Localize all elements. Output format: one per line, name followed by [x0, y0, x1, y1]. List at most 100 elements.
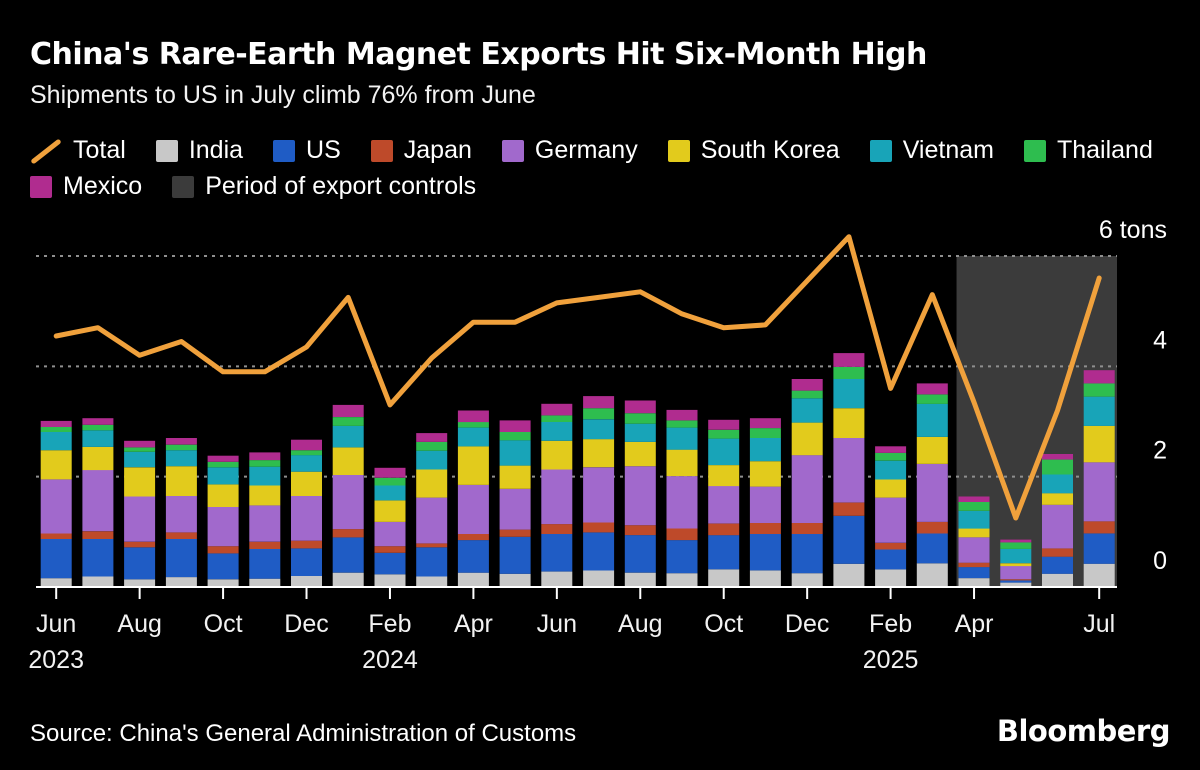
bar-segment-us — [82, 539, 114, 577]
period-of-export-controls-swatch-icon — [172, 175, 195, 198]
bar-segment-germany — [207, 507, 239, 547]
us-swatch-icon — [273, 139, 296, 162]
bar-segment-mexico — [624, 400, 656, 414]
bar-segment-us — [1042, 556, 1073, 574]
bar-segment-us — [791, 534, 823, 574]
bar-jan-2024 — [332, 404, 364, 587]
x-tick-label: Jun — [537, 610, 577, 638]
bar-segment-germany — [541, 469, 573, 525]
bar-segment-thailand — [416, 441, 448, 451]
bar-segment-japan — [1042, 548, 1073, 557]
bar-segment-thailand — [1000, 542, 1032, 549]
bar-segment-germany — [1000, 566, 1032, 580]
mexico-swatch-icon — [30, 175, 52, 198]
bar-segment-thailand — [457, 422, 489, 428]
x-tick-label: Feb — [869, 610, 912, 638]
bar-segment-india — [416, 576, 448, 587]
bar-segment-vietnam — [875, 460, 907, 480]
bar-segment-us — [124, 547, 156, 580]
bar-segment-japan — [207, 546, 239, 554]
bar-segment-vietnam — [499, 440, 531, 466]
bar-segment-us — [1083, 533, 1115, 564]
bar-segment-us — [291, 548, 322, 576]
bar-segment-thailand — [1083, 383, 1115, 397]
bar-segment-india — [1000, 582, 1032, 587]
bar-segment-us — [833, 515, 865, 564]
bar-segment-mexico — [1042, 454, 1073, 460]
bar-segment-vietnam — [958, 510, 990, 529]
bar-segment-us — [624, 535, 656, 573]
bar-segment-mexico — [124, 440, 156, 448]
bar-segment-us — [249, 548, 281, 579]
x-tick-label: Jul — [1083, 610, 1115, 638]
bar-segment-vietnam — [374, 485, 406, 501]
legend-item-vietnam: Vietnam — [869, 136, 994, 165]
bar-segment-japan — [916, 521, 948, 534]
total-line — [53, 234, 1102, 521]
bar-apr-2024 — [457, 410, 489, 587]
bar-segment-south-korea — [416, 469, 448, 498]
bar-segment-vietnam — [82, 430, 114, 447]
bar-segment-india — [1083, 563, 1115, 587]
bar-segment-vietnam — [833, 379, 865, 409]
legend-item-thailand: Thailand — [1023, 136, 1153, 165]
bar-segment-vietnam — [1042, 474, 1073, 494]
bar-segment-germany — [875, 497, 907, 543]
bar-segment-thailand — [1042, 459, 1073, 475]
x-tick-label: Jun — [36, 610, 76, 638]
bar-segment-us — [541, 534, 573, 572]
bar-segment-mexico — [291, 439, 322, 451]
bar-segment-japan — [374, 546, 406, 553]
bar-segment-thailand — [749, 428, 781, 438]
bar-segment-thailand — [249, 460, 281, 467]
bar-segment-south-korea — [207, 484, 239, 507]
bar-segment-south-korea — [291, 471, 322, 496]
bar-segment-us — [165, 539, 197, 578]
bar-segment-germany — [749, 486, 781, 523]
bar-segment-india — [291, 576, 322, 587]
bar-segment-south-korea — [499, 465, 531, 489]
bar-segment-mexico — [82, 418, 114, 425]
legend-item-germany: Germany — [501, 136, 638, 165]
bar-segment-japan — [82, 531, 114, 539]
bar-feb-2025 — [875, 446, 907, 587]
bar-nov-2023 — [249, 452, 281, 587]
bar-segment-us — [457, 540, 489, 573]
legend-label: Period of export controls — [205, 172, 477, 200]
bar-segment-vietnam — [749, 438, 781, 462]
bar-segment-germany — [1042, 504, 1073, 549]
bar-segment-japan — [666, 528, 698, 541]
bar-jun-2023 — [40, 420, 72, 587]
bar-segment-mexico — [875, 446, 907, 453]
bar-jun-2025 — [1042, 454, 1073, 587]
bar-segment-south-korea — [165, 466, 197, 496]
bar-mar-2025 — [916, 383, 948, 587]
chart-header: China's Rare-Earth Magnet Exports Hit Si… — [30, 37, 1170, 110]
bar-sep-2024 — [666, 409, 698, 587]
bar-segment-thailand — [374, 477, 406, 486]
bar-segment-south-korea — [875, 479, 907, 498]
bar-segment-japan — [833, 502, 865, 516]
bar-segment-germany — [249, 505, 281, 542]
bar-segment-thailand — [541, 415, 573, 422]
bar-may-2024 — [499, 420, 531, 587]
bar-segment-south-korea — [332, 447, 364, 475]
bar-segment-japan — [499, 529, 531, 537]
y-tick-label: 2 — [1153, 437, 1167, 465]
bar-segment-mexico — [1000, 539, 1032, 543]
legend-item-japan: Japan — [370, 136, 472, 165]
bar-segment-us — [875, 549, 907, 570]
bar-segment-thailand — [708, 429, 740, 439]
bar-segment-mexico — [332, 404, 364, 417]
bar-segment-germany — [791, 455, 823, 523]
bar-segment-india — [624, 572, 656, 587]
bar-segment-germany — [958, 537, 990, 563]
bar-may-2025 — [1000, 539, 1032, 587]
germany-swatch-icon — [501, 139, 524, 162]
thailand-swatch-icon — [1023, 139, 1046, 162]
bar-aug-2023 — [124, 440, 156, 587]
bar-segment-south-korea — [666, 449, 698, 477]
bar-segment-japan — [40, 533, 72, 539]
bar-segment-south-korea — [916, 436, 948, 464]
